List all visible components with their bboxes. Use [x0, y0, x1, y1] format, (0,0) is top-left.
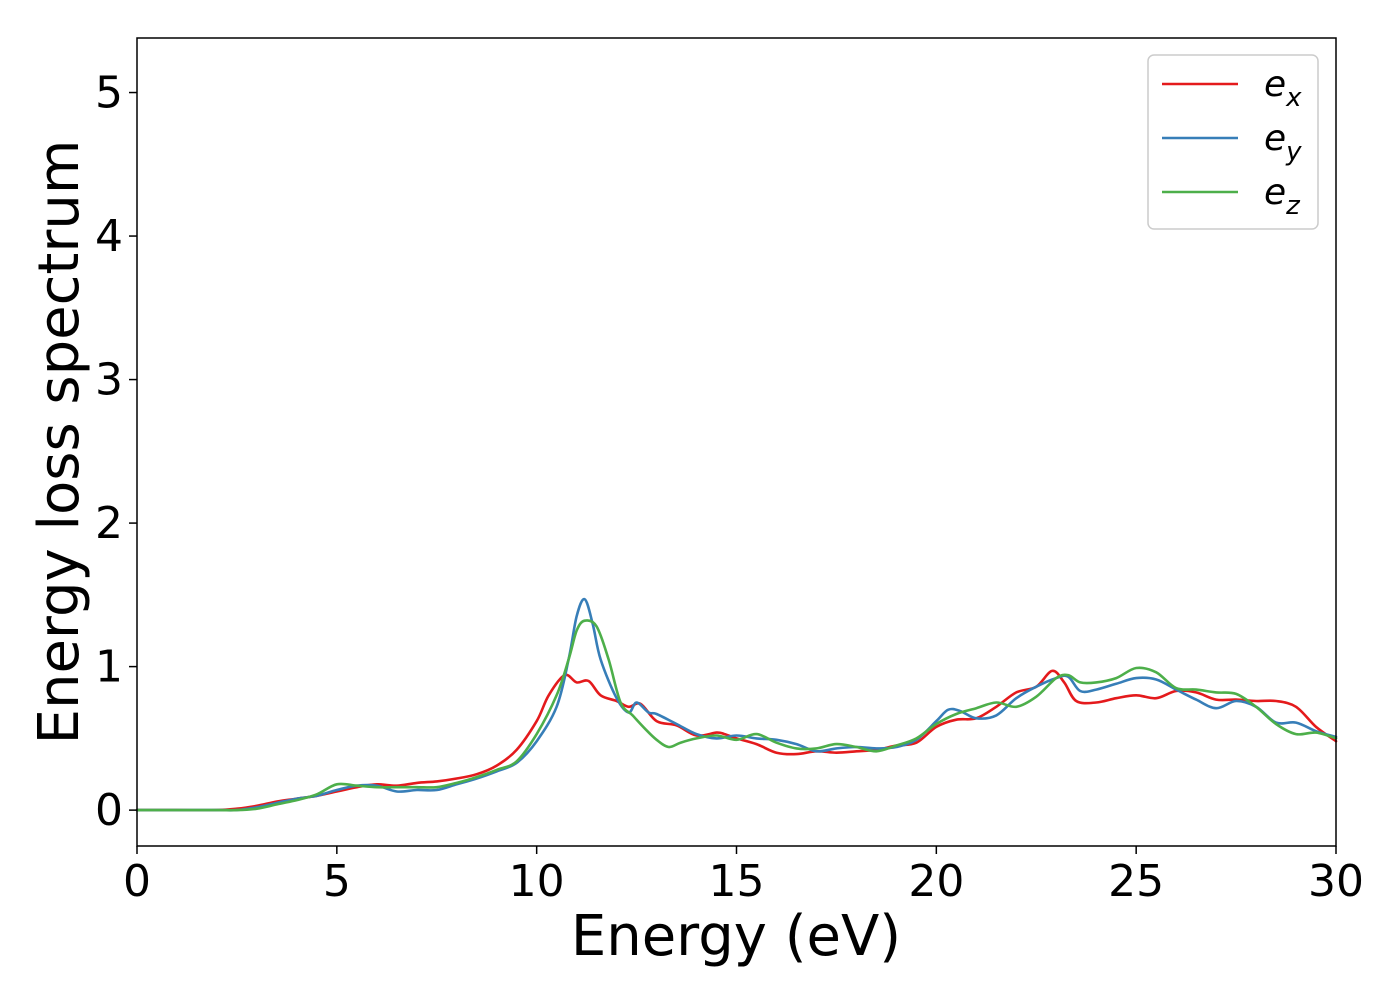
series-line-z — [135, 619, 1338, 812]
y-axis-label: Energy loss spectrum — [27, 140, 92, 745]
y-tick-label: 5 — [95, 68, 123, 119]
x-tick-label: 0 — [123, 856, 151, 907]
legend-box — [1147, 54, 1319, 230]
y-tick-label: 2 — [95, 498, 123, 549]
x-tick-label: 30 — [1308, 856, 1364, 907]
y-tick-label: 1 — [95, 642, 123, 693]
y-axis: 0 1 2 3 4 5 — [95, 68, 137, 836]
x-tick-label: 20 — [908, 856, 964, 907]
x-tick-label: 10 — [509, 856, 565, 907]
y-tick-label: 4 — [95, 211, 123, 262]
legend-label-x: ex — [1264, 64, 1302, 113]
y-tick-label: 0 — [95, 785, 123, 836]
legend-label-main: e — [1264, 64, 1286, 105]
x-tick-label: 5 — [323, 856, 351, 907]
x-axis: 0 5 10 15 20 25 30 — [123, 846, 1364, 907]
legend-label-main: e — [1264, 172, 1286, 213]
legend-label-sub: x — [1285, 83, 1302, 113]
series-layer — [135, 597, 1338, 812]
legend-label-sub: z — [1285, 191, 1301, 221]
x-tick-label: 15 — [709, 856, 765, 907]
legend-label-sub: y — [1285, 137, 1302, 167]
legend-label-z: ez — [1264, 172, 1301, 221]
y-tick-label: 3 — [95, 355, 123, 406]
x-tick-label: 25 — [1108, 856, 1164, 907]
x-axis-label: Energy (eV) — [571, 904, 901, 969]
legend-label-main: e — [1264, 118, 1286, 159]
legend-label-y: ey — [1264, 118, 1302, 167]
